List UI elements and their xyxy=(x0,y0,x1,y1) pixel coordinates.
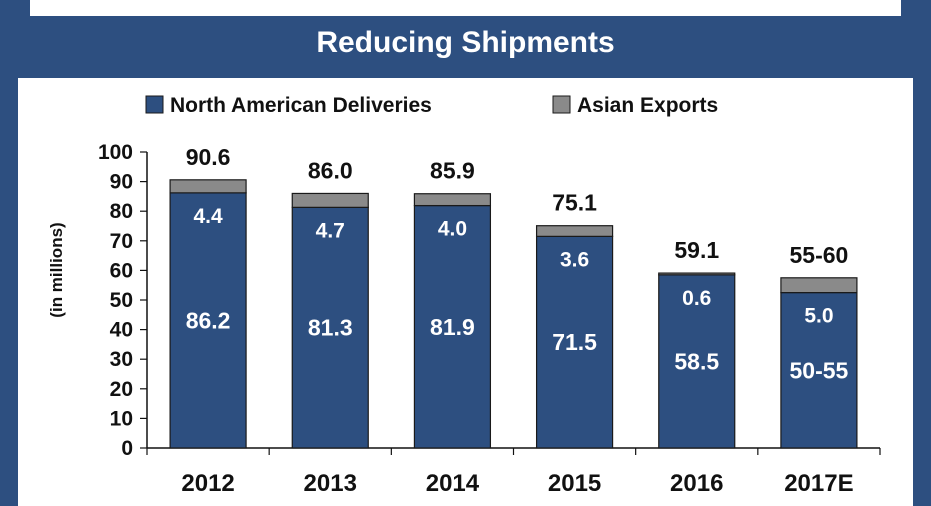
data-label-north-american: 81.9 xyxy=(430,314,475,340)
total-label: 59.1 xyxy=(674,237,719,263)
bar-segment-north-american xyxy=(658,274,736,449)
legend-swatch-north-american xyxy=(145,95,164,114)
x-tick-label: 2015 xyxy=(548,470,601,497)
data-label-asian-exports: 0.6 xyxy=(682,287,711,310)
x-tick-label: 2012 xyxy=(181,470,234,497)
y-tick-label: 10 xyxy=(110,407,133,430)
y-tick-label: 30 xyxy=(110,348,133,371)
y-tick-label: 0 xyxy=(121,437,133,460)
data-label-north-american: 86.2 xyxy=(186,307,231,333)
y-axis-label: (in millions) xyxy=(47,222,66,317)
bar-segment-north-american xyxy=(291,206,369,449)
data-label-north-american: 71.5 xyxy=(552,329,597,355)
bar-segment-asian-exports xyxy=(169,179,247,194)
x-tick-label: 2017E xyxy=(784,470,853,497)
x-tick-label: 2013 xyxy=(304,470,357,497)
total-label: 90.6 xyxy=(186,144,231,170)
y-tick-label: 70 xyxy=(110,230,133,253)
data-label-north-american: 50-55 xyxy=(790,357,849,383)
legend-label-north-american: North American Deliveries xyxy=(170,94,432,117)
legend-swatch-asian-exports xyxy=(552,95,571,114)
top-border-strip xyxy=(30,0,901,16)
axes: 0 10 20 30 40 50 60 70 80 90 100 xyxy=(98,141,881,460)
bar-segment-asian-exports xyxy=(413,193,492,207)
legend: North American Deliveries Asian Exports xyxy=(145,94,718,117)
y-tick-label: 60 xyxy=(110,259,133,282)
bar-segment-asian-exports xyxy=(780,277,858,294)
y-tick-label: 50 xyxy=(110,289,133,312)
x-tick-label: 2014 xyxy=(426,470,480,497)
total-label: 55-60 xyxy=(790,242,849,268)
data-label-asian-exports: 4.0 xyxy=(438,218,467,241)
y-tick-label: 100 xyxy=(98,141,133,164)
bar-segment-north-american xyxy=(169,192,247,449)
y-tick-label: 20 xyxy=(110,378,133,401)
data-label-asian-exports: 3.6 xyxy=(560,248,589,271)
bar-segment-north-american xyxy=(780,292,858,449)
total-label: 86.0 xyxy=(308,157,353,183)
total-label: 75.1 xyxy=(552,190,597,216)
y-tick-label: 40 xyxy=(110,319,133,342)
legend-label-asian-exports: Asian Exports xyxy=(577,94,718,117)
y-tick-label: 80 xyxy=(110,200,133,223)
data-label-asian-exports: 5.0 xyxy=(804,305,833,328)
bar-segment-asian-exports xyxy=(658,272,736,276)
total-label: 85.9 xyxy=(430,158,475,184)
data-label-asian-exports: 4.4 xyxy=(193,205,223,228)
y-tick-label: 90 xyxy=(110,171,133,194)
x-tick-label: 2016 xyxy=(670,470,723,497)
data-label-north-american: 58.5 xyxy=(674,348,719,374)
data-label-asian-exports: 4.7 xyxy=(316,219,345,242)
bar-segment-asian-exports xyxy=(535,225,614,237)
chart-title: Reducing Shipments xyxy=(316,26,615,59)
bars: 86.2 4.4 90.6 2012 81.3 4.7 86.0 2013 81.9 4.0 85.… xyxy=(169,144,858,497)
data-label-north-american: 81.3 xyxy=(308,315,353,341)
bar-segment-north-american xyxy=(535,235,614,449)
bar-segment-asian-exports xyxy=(291,192,369,208)
